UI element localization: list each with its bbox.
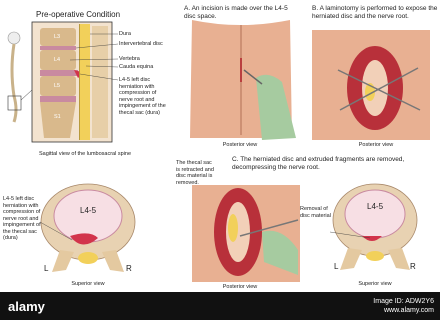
step-text: B. A laminotomy is performed to expose t…: [312, 5, 438, 20]
note: L4-5 left disc herniation with compressi…: [3, 196, 41, 241]
anatomy-label: Vertebra: [119, 56, 140, 62]
panel-c-removal: [192, 185, 300, 282]
caption: Posterior view: [222, 284, 258, 290]
superior-view-postop: [329, 183, 418, 270]
anatomy-label: Dura: [119, 31, 131, 37]
note: The thecal sac is retracted and disc mat…: [176, 160, 214, 186]
anatomy-label: Cauda equina: [119, 64, 154, 70]
footer-url: www.alamy.com: [383, 307, 434, 314]
side-label: L: [334, 262, 339, 271]
footer-bar: [0, 292, 440, 320]
side-label: R: [410, 262, 416, 271]
disc-label: L4-5: [367, 202, 384, 211]
footer-brand: alamy: [8, 299, 45, 314]
disc-label: L4-5: [80, 206, 97, 215]
side-label: R: [126, 264, 132, 273]
level-label: L5: [54, 83, 61, 89]
panel-title: Pre-operative Condition: [36, 10, 121, 19]
caption: Posterior view: [358, 142, 394, 148]
caption: Sagittal view of the lumbosacral spine: [38, 151, 132, 157]
panel-b-laminotomy: [312, 30, 430, 140]
superior-view-preop: [40, 183, 136, 272]
side-label: L: [44, 264, 49, 273]
anatomy-label: Intervertebral disc: [119, 41, 163, 47]
level-label: L3: [54, 34, 61, 40]
caption: Posterior view: [222, 142, 258, 148]
caption: Superior view: [71, 281, 105, 287]
level-label: L4: [54, 57, 61, 63]
caption: Superior view: [358, 281, 392, 287]
skeleton-icon: [7, 31, 22, 123]
level-label: S1: [54, 114, 61, 120]
anatomy-label: L4-5 left disc herniation with compressi…: [119, 77, 166, 116]
step-text: C. The herniated disc and extruded fragm…: [232, 156, 405, 171]
footer-id: Image ID: ADW2Y6: [373, 298, 434, 305]
panel-a-back: [190, 20, 296, 140]
sagittal-view: [31, 21, 113, 143]
note: Removal of disc material: [300, 206, 331, 219]
step-text: A. An incision is made over the L4-5 dis…: [184, 5, 288, 20]
